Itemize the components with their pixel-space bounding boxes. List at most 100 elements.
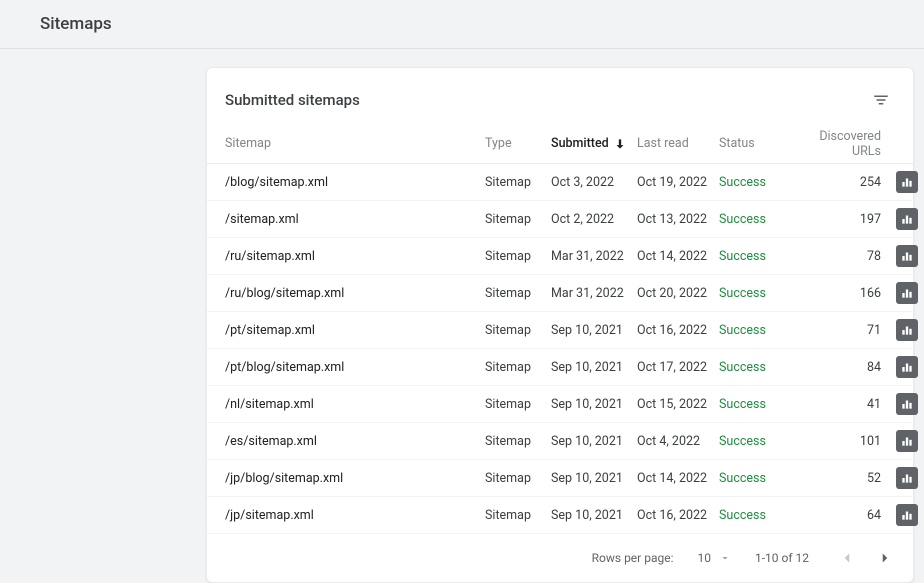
bar-chart-icon <box>900 175 914 189</box>
rows-per-page-value: 10 <box>697 551 711 565</box>
cell-sitemap: /sitemap.xml <box>225 212 485 227</box>
cell-action <box>887 393 924 415</box>
cell-submitted: Sep 10, 2021 <box>551 471 637 486</box>
coverage-report-button[interactable] <box>896 171 918 193</box>
prev-page-button[interactable] <box>833 544 861 572</box>
table-row[interactable]: /pt/sitemap.xmlSitemapSep 10, 2021Oct 16… <box>207 312 913 349</box>
cell-action <box>887 467 924 489</box>
cell-submitted: Mar 31, 2022 <box>551 249 637 264</box>
cell-type: Sitemap <box>485 471 551 486</box>
cell-sitemap: /pt/sitemap.xml <box>225 323 485 338</box>
filter-button[interactable] <box>867 86 895 114</box>
cell-sitemap: /ru/sitemap.xml <box>225 249 485 264</box>
cell-sitemap: /jp/sitemap.xml <box>225 508 485 523</box>
cell-urls: 41 <box>801 397 887 412</box>
table-row[interactable]: /ru/sitemap.xmlSitemapMar 31, 2022Oct 14… <box>207 238 913 275</box>
coverage-report-button[interactable] <box>896 208 918 230</box>
cell-action <box>887 171 924 193</box>
table-row[interactable]: /es/sitemap.xmlSitemapSep 10, 2021Oct 4,… <box>207 423 913 460</box>
card-title: Submitted sitemaps <box>225 91 360 109</box>
dropdown-icon <box>719 552 731 564</box>
col-submitted[interactable]: Submitted <box>551 136 637 151</box>
cell-action <box>887 356 924 378</box>
cell-last-read: Oct 14, 2022 <box>637 249 719 264</box>
cell-sitemap: /jp/blog/sitemap.xml <box>225 471 485 486</box>
cell-action <box>887 319 924 341</box>
cell-last-read: Oct 14, 2022 <box>637 471 719 486</box>
cell-submitted: Oct 2, 2022 <box>551 212 637 227</box>
table-row[interactable]: /jp/sitemap.xmlSitemapSep 10, 2021Oct 16… <box>207 497 913 534</box>
cell-last-read: Oct 16, 2022 <box>637 508 719 523</box>
cell-sitemap: /es/sitemap.xml <box>225 434 485 449</box>
col-sitemap[interactable]: Sitemap <box>225 136 485 151</box>
table-body: /blog/sitemap.xmlSitemapOct 3, 2022Oct 1… <box>207 164 913 534</box>
table-row[interactable]: /blog/sitemap.xmlSitemapOct 3, 2022Oct 1… <box>207 164 913 201</box>
coverage-report-button[interactable] <box>896 430 918 452</box>
coverage-report-button[interactable] <box>896 504 918 526</box>
table-header-row: Sitemap Type Submitted Last read Status … <box>207 124 913 164</box>
cell-urls: 101 <box>801 434 887 449</box>
col-discovered-urls[interactable]: Discovered URLs <box>801 129 887 159</box>
cell-last-read: Oct 4, 2022 <box>637 434 719 449</box>
bar-chart-icon <box>900 397 914 411</box>
pagination-controls <box>833 544 899 572</box>
table-row[interactable]: /sitemap.xmlSitemapOct 2, 2022Oct 13, 20… <box>207 201 913 238</box>
cell-last-read: Oct 20, 2022 <box>637 286 719 301</box>
sitemaps-table: Sitemap Type Submitted Last read Status … <box>207 124 913 534</box>
filter-icon <box>872 91 890 109</box>
cell-status: Success <box>719 434 801 449</box>
cell-status: Success <box>719 212 801 227</box>
cell-submitted: Oct 3, 2022 <box>551 175 637 190</box>
cell-type: Sitemap <box>485 397 551 412</box>
bar-chart-icon <box>900 434 914 448</box>
bar-chart-icon <box>900 360 914 374</box>
cell-submitted: Mar 31, 2022 <box>551 286 637 301</box>
cell-urls: 78 <box>801 249 887 264</box>
cell-type: Sitemap <box>485 249 551 264</box>
cell-status: Success <box>719 508 801 523</box>
cell-sitemap: /ru/blog/sitemap.xml <box>225 286 485 301</box>
sitemaps-card: Submitted sitemaps Sitemap Type Submitte… <box>206 67 914 583</box>
bar-chart-icon <box>900 508 914 522</box>
bar-chart-icon <box>900 249 914 263</box>
bar-chart-icon <box>900 323 914 337</box>
rows-per-page-select[interactable]: 10 <box>697 551 731 565</box>
cell-last-read: Oct 16, 2022 <box>637 323 719 338</box>
cell-action <box>887 430 924 452</box>
cell-sitemap: /blog/sitemap.xml <box>225 175 485 190</box>
cell-status: Success <box>719 360 801 375</box>
pagination-range: 1-10 of 12 <box>755 551 809 565</box>
table-row[interactable]: /ru/blog/sitemap.xmlSitemapMar 31, 2022O… <box>207 275 913 312</box>
col-last-read[interactable]: Last read <box>637 136 719 151</box>
cell-sitemap: /nl/sitemap.xml <box>225 397 485 412</box>
arrow-down-icon <box>613 137 627 151</box>
cell-action <box>887 282 924 304</box>
cell-type: Sitemap <box>485 212 551 227</box>
cell-submitted: Sep 10, 2021 <box>551 397 637 412</box>
cell-urls: 71 <box>801 323 887 338</box>
cell-type: Sitemap <box>485 323 551 338</box>
table-row[interactable]: /jp/blog/sitemap.xmlSitemapSep 10, 2021O… <box>207 460 913 497</box>
chevron-right-icon <box>876 549 894 567</box>
cell-status: Success <box>719 286 801 301</box>
coverage-report-button[interactable] <box>896 356 918 378</box>
coverage-report-button[interactable] <box>896 393 918 415</box>
table-row[interactable]: /pt/blog/sitemap.xmlSitemapSep 10, 2021O… <box>207 349 913 386</box>
table-row[interactable]: /nl/sitemap.xmlSitemapSep 10, 2021Oct 15… <box>207 386 913 423</box>
coverage-report-button[interactable] <box>896 245 918 267</box>
chevron-left-icon <box>838 549 856 567</box>
cell-last-read: Oct 19, 2022 <box>637 175 719 190</box>
coverage-report-button[interactable] <box>896 319 918 341</box>
col-type[interactable]: Type <box>485 136 551 151</box>
cell-urls: 254 <box>801 175 887 190</box>
coverage-report-button[interactable] <box>896 467 918 489</box>
col-status[interactable]: Status <box>719 136 801 151</box>
next-page-button[interactable] <box>871 544 899 572</box>
cell-type: Sitemap <box>485 175 551 190</box>
cell-action <box>887 504 924 526</box>
coverage-report-button[interactable] <box>896 282 918 304</box>
cell-sitemap: /pt/blog/sitemap.xml <box>225 360 485 375</box>
table-footer: Rows per page: 10 1-10 of 12 <box>207 534 913 582</box>
cell-status: Success <box>719 397 801 412</box>
cell-type: Sitemap <box>485 508 551 523</box>
